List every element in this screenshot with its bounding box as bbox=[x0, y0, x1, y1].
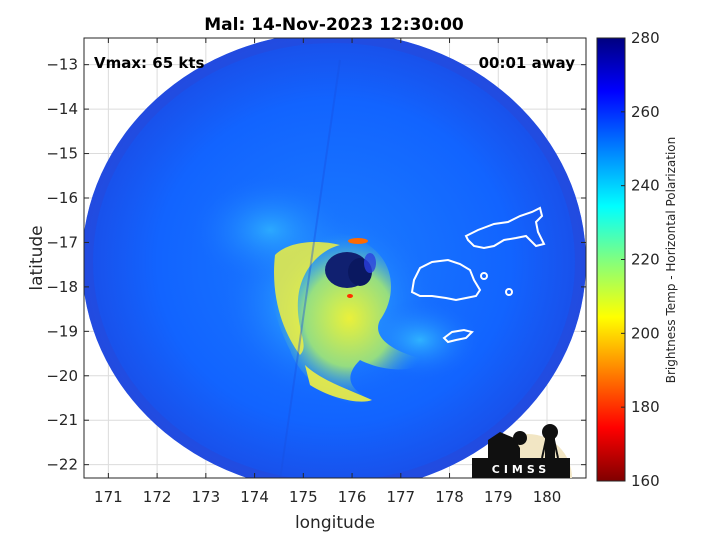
chart-title: Mal: 14-Nov-2023 12:30:00 bbox=[204, 15, 464, 35]
colorbar-tick-label: 260 bbox=[631, 103, 660, 121]
colorbar-scale bbox=[596, 37, 626, 482]
x-axis-ticks: 171 172 173 174 175 176 177 178 179 180 bbox=[94, 38, 561, 506]
x-axis-label: longitude bbox=[295, 513, 375, 533]
colorbar-ticks: 280 260 240 220 200 180 160 bbox=[621, 29, 660, 490]
vmax-label: Vmax: 65 kts bbox=[94, 54, 204, 72]
x-tick-label: 173 bbox=[192, 488, 221, 506]
y-tick-label: −17 bbox=[46, 233, 78, 251]
x-tick-label: 171 bbox=[94, 488, 123, 506]
colorbar-tick-label: 180 bbox=[631, 398, 660, 416]
coastline-islet bbox=[480, 272, 488, 280]
colorbar-tick-label: 280 bbox=[631, 29, 660, 47]
warm-spot bbox=[347, 294, 353, 298]
y-axis-label: latitude bbox=[27, 225, 47, 290]
y-tick-label: −19 bbox=[46, 322, 78, 340]
x-tick-label: 178 bbox=[435, 488, 464, 506]
y-tick-label: −20 bbox=[46, 367, 78, 385]
y-tick-label: −16 bbox=[46, 189, 78, 207]
y-tick-label: −18 bbox=[46, 278, 78, 296]
x-tick-label: 175 bbox=[289, 488, 318, 506]
colorbar-tick-label: 220 bbox=[631, 251, 660, 269]
eyewall-band bbox=[268, 231, 430, 406]
coastline bbox=[410, 206, 546, 344]
x-tick-label: 174 bbox=[240, 488, 269, 506]
y-tick-label: −13 bbox=[46, 56, 78, 74]
x-tick-label: 177 bbox=[386, 488, 415, 506]
time-away-label: 00:01 away bbox=[479, 54, 576, 72]
y-tick-label: −14 bbox=[46, 100, 78, 118]
y-tick-label: −22 bbox=[46, 456, 78, 474]
colorbar-tick-label: 200 bbox=[631, 324, 660, 342]
x-tick-label: 179 bbox=[484, 488, 513, 506]
x-tick-label: 172 bbox=[143, 488, 172, 506]
colorbar-tick-label: 160 bbox=[631, 472, 660, 490]
plot-area: 171 172 173 174 175 176 177 178 179 180 −13 −14 −15… bbox=[46, 37, 587, 506]
y-tick-label: −15 bbox=[46, 145, 78, 163]
colorbar-tick-label: 240 bbox=[631, 177, 660, 195]
logo-text: CIMSS bbox=[492, 463, 550, 476]
colorbar: 280 260 240 220 200 180 160 Brightness Temp - … bbox=[596, 29, 678, 490]
cimss-logo: CIMSS bbox=[472, 424, 572, 478]
plot-frame bbox=[83, 37, 587, 479]
x-tick-label: 176 bbox=[338, 488, 367, 506]
coastline-kadavu bbox=[442, 328, 474, 344]
y-axis-ticks: −13 −14 −15 −16 −17 −18 −19 −20 −21 −22 bbox=[46, 56, 586, 474]
x-tick-label: 180 bbox=[533, 488, 562, 506]
coastline-viti-levu bbox=[410, 258, 482, 302]
y-tick-label: −21 bbox=[46, 411, 78, 429]
warm-spot bbox=[348, 238, 368, 244]
coastline-vanua-levu bbox=[464, 206, 546, 250]
colorbar-label: Brightness Temp - Horizontal Polarizatio… bbox=[664, 137, 678, 384]
satellite-swath bbox=[84, 38, 586, 478]
coastline-islet bbox=[505, 288, 513, 296]
